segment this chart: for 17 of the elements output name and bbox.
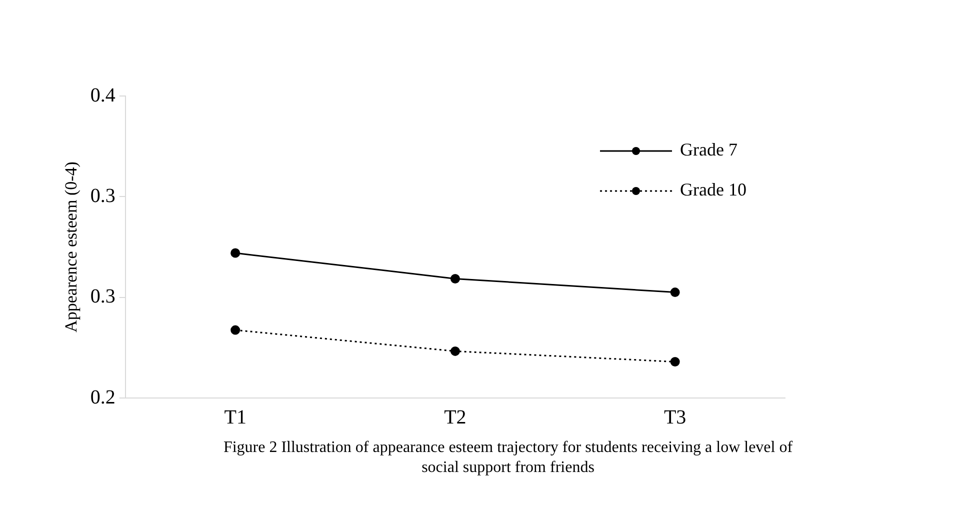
legend-label: Grade 7 (680, 140, 738, 160)
y-tick-label: 0.2 (90, 386, 116, 408)
x-tick-label: T3 (664, 406, 686, 428)
caption: Figure 2 Illustration of appearance esteem trajectory for students receiving a low level of social support from friends (222, 438, 794, 478)
y-tick-label: 0.3 (90, 184, 116, 207)
point (670, 288, 680, 298)
point (230, 325, 240, 335)
y-tick-label: 0.4 (90, 84, 116, 106)
point (230, 248, 240, 258)
point (670, 357, 680, 367)
x-tick-label: T1 (224, 406, 246, 428)
point (450, 274, 460, 284)
y-axis-title: Appearence esteem (0-4) (62, 162, 81, 332)
legend-label: Grade 10 (680, 180, 746, 200)
point (450, 346, 460, 356)
x-tick-label: T2 (444, 406, 466, 428)
y-tick-label: 0.3 (90, 286, 116, 308)
